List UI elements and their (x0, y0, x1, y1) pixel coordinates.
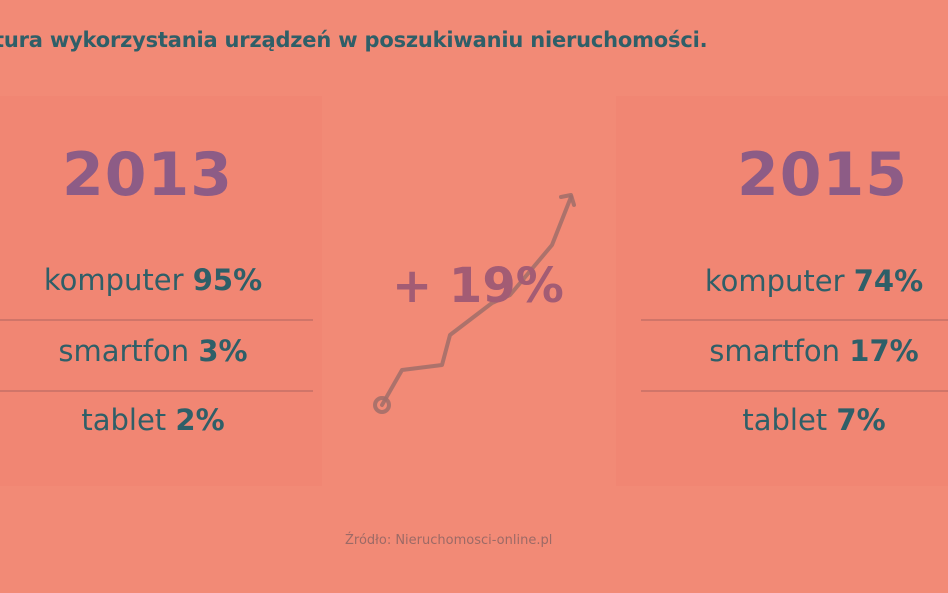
divider (0, 319, 313, 321)
stat-value: 74% (853, 264, 924, 298)
stat-label: smartfon (58, 334, 190, 368)
stat-value: 7% (836, 403, 886, 437)
stat-value: 2% (175, 403, 225, 437)
source-note: Źródło: Nieruchomosci-online.pl (345, 533, 553, 548)
stat-label: tablet (81, 403, 167, 437)
stat-label: komputer (704, 264, 845, 298)
stat-label: tablet (742, 403, 828, 437)
panel-2013 (0, 96, 322, 486)
year-2015: 2015 (737, 140, 908, 210)
stat-value: 3% (198, 334, 248, 368)
divider (641, 390, 948, 392)
stat-label: smartfon (709, 334, 841, 368)
stat-2015-komputer: komputer 74% (640, 264, 948, 298)
page-title: tura wykorzystania urządzeń w poszukiwan… (0, 28, 708, 52)
stat-value: 95% (192, 263, 263, 297)
panel-2015 (616, 96, 948, 486)
stat-2015-tablet: tablet 7% (640, 403, 948, 437)
year-2013: 2013 (62, 140, 233, 210)
stat-2013-smartfon: smartfon 3% (0, 334, 306, 368)
growth-percentage: + 19% (392, 258, 564, 314)
stat-value: 17% (849, 334, 919, 368)
stat-2013-tablet: tablet 2% (0, 403, 306, 437)
stat-2013-komputer: komputer 95% (0, 263, 306, 297)
stat-label: komputer (43, 263, 184, 297)
upward-trend-arrow-icon (373, 193, 576, 414)
stat-2015-smartfon: smartfon 17% (640, 334, 948, 368)
divider (0, 390, 313, 392)
divider (641, 319, 948, 321)
